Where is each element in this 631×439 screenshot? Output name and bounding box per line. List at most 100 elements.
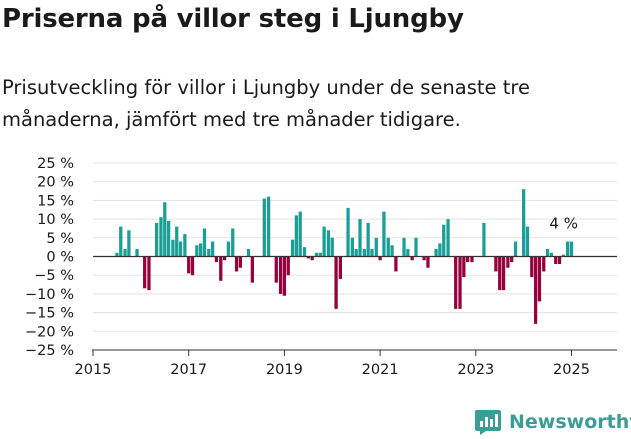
bar [246,249,251,257]
bar [238,256,243,268]
bar [569,241,574,257]
brand-name: Newsworthy [509,411,631,433]
bar [306,256,310,259]
bar [422,256,426,261]
bar [362,249,366,257]
bar [525,226,530,257]
bar [278,256,283,294]
bar [434,249,438,257]
bar [135,249,139,257]
bar [458,256,462,309]
x-tick-label: 2025 [553,362,590,378]
y-tick-label: 0 % [46,250,74,266]
bar [294,215,298,257]
bar [394,256,398,272]
bar [494,256,498,272]
bar [378,256,382,261]
bar [190,256,195,276]
bar [147,256,151,291]
bar [549,252,554,257]
y-tick-label: −10 % [25,287,74,303]
bar [354,249,358,257]
bar [334,256,338,309]
bar [119,226,123,257]
bar [143,256,147,289]
bar [454,256,458,309]
bar [426,256,430,268]
bar [183,234,187,257]
bar [566,241,570,257]
bar [166,220,171,257]
bar [533,256,538,324]
bar [446,219,450,257]
bar [322,226,326,257]
bar [175,226,179,257]
bar [510,256,514,263]
bar [187,256,191,274]
chart-title: Priserna på villor steg i Ljungby [2,4,464,34]
x-axis: 2015 2017 2019 2021 2023 2025 [75,349,617,378]
x-tick-label: 2021 [362,362,399,378]
bar [513,241,518,257]
bar [115,252,119,257]
bar [262,198,266,257]
bar [195,245,199,257]
bar [234,256,239,272]
bar [163,202,167,257]
bar [537,256,542,302]
bar [462,256,466,278]
bar [382,211,386,257]
y-tick-label: −20 % [25,324,74,340]
brand: Newsworthy [474,406,631,438]
y-tick-label: 5 % [46,231,74,247]
bar [542,256,546,272]
bar [155,222,159,257]
bar [123,249,127,257]
bar-chart: 25 % 20 % 15 % 10 % 5 % 0 % −5 % −10 % −15 % −20 … [25,156,617,378]
bar [207,249,211,257]
y-axis-tick-labels: 25 % 20 % 15 % 10 % 5 % 0 % −5 % −10 % −15 % −20 … [25,156,74,359]
x-tick-label: 2015 [75,362,112,378]
chart-subtitle: Prisutveckling för villor i Ljungby unde… [2,76,530,131]
bar [314,252,319,257]
y-tick-label: −5 % [34,268,74,284]
bar [386,237,390,257]
bar [330,237,334,257]
bar [470,256,474,263]
bar [498,256,502,291]
bar [406,249,410,257]
bar [390,245,394,257]
bar [414,237,418,257]
bar [338,256,343,279]
bar [466,256,470,263]
bar [522,189,526,257]
bar [438,243,442,257]
bar [482,222,486,257]
bar [250,256,254,283]
newsworthy-logo-icon [475,410,501,435]
bar [282,256,287,296]
bar [286,256,290,276]
bar [554,256,558,264]
x-tick-label: 2017 [170,362,207,378]
bar [366,222,370,257]
bar [302,247,307,257]
bar [442,224,446,257]
bar [557,256,562,264]
bar [226,241,231,257]
bar [530,256,534,278]
bar [202,228,207,257]
bars [115,189,574,324]
bar [370,249,374,257]
bar [501,256,506,291]
bar [210,241,215,257]
bar [219,256,223,281]
x-tick-label: 2019 [266,362,303,378]
bar [561,254,566,257]
bar [506,256,510,268]
bar [298,211,302,257]
y-tick-label: 25 % [37,156,74,172]
bar [266,196,271,257]
bar [159,217,163,257]
latest-value-annotation: 4 % [549,215,578,233]
